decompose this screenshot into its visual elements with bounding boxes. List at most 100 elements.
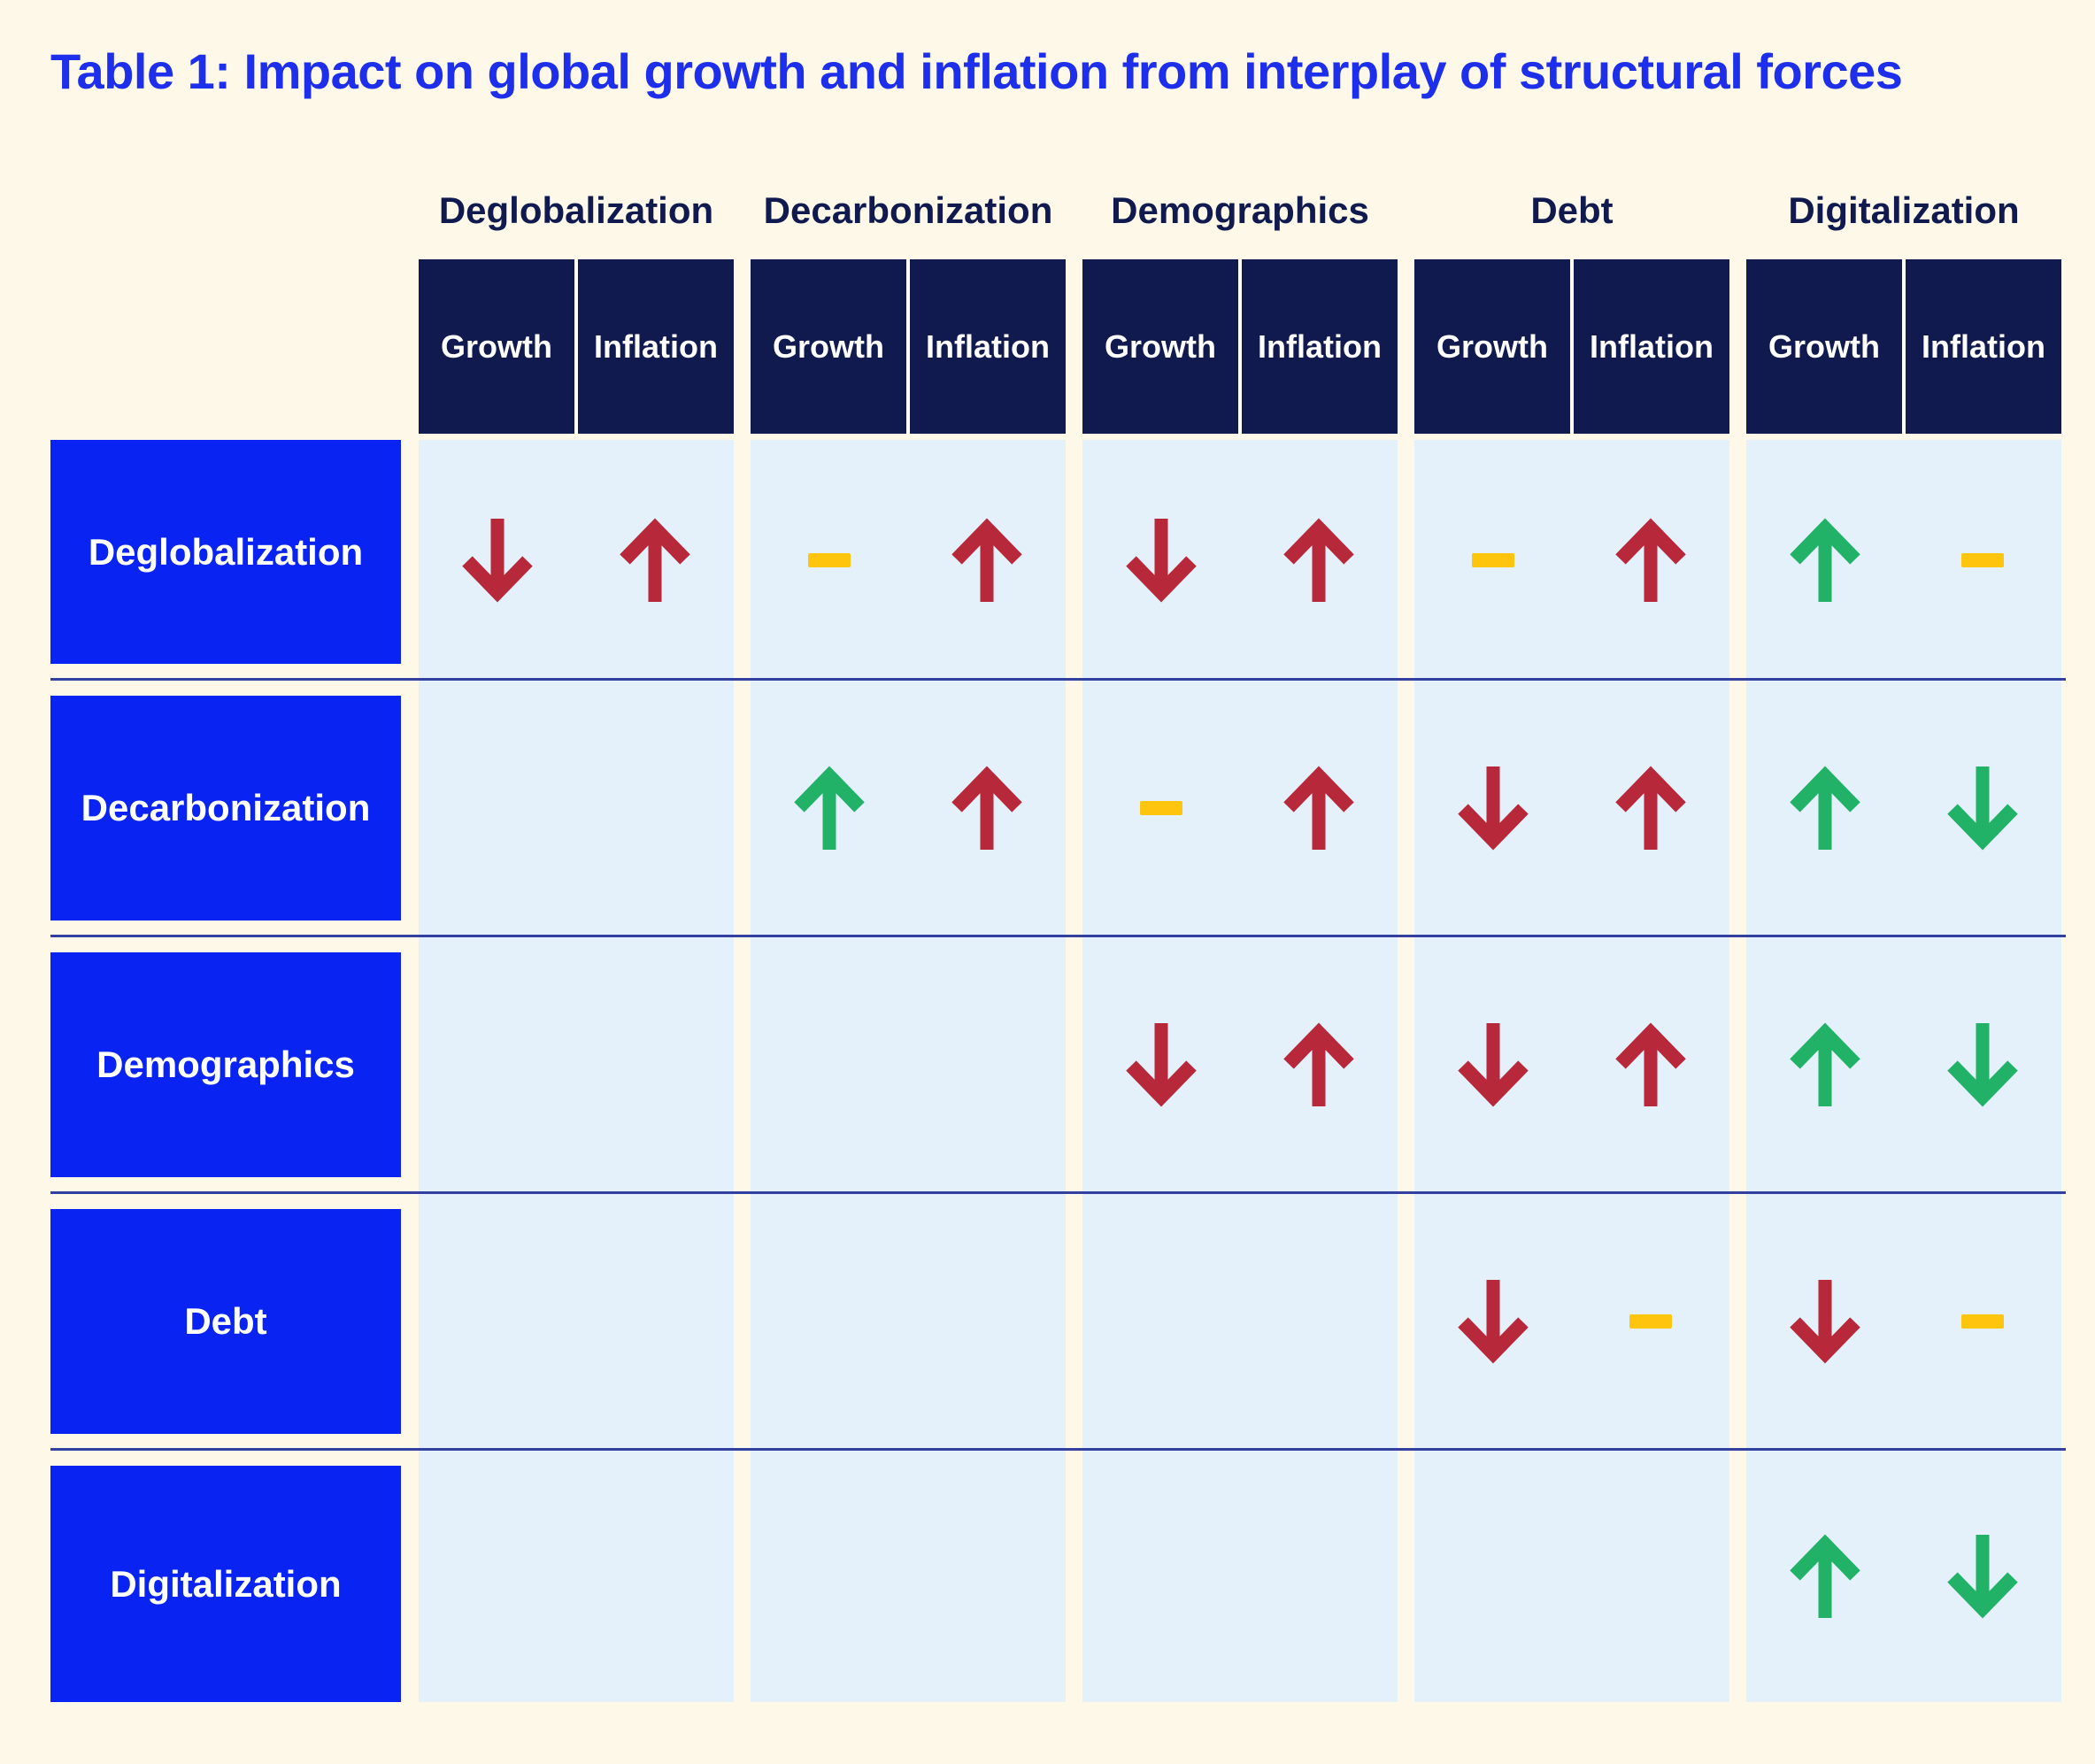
subheader-box-demographics: Growth Inflation [1082, 259, 1398, 434]
growth-cell [1082, 680, 1240, 936]
inflation-cell [908, 1193, 1066, 1450]
inflation-cell [908, 440, 1066, 680]
column-group-header-demographics: Demographics [1111, 189, 1369, 231]
inflation-cell [576, 1193, 734, 1450]
down-arrow-icon [1947, 766, 2018, 851]
neutral-dash-icon [1629, 1314, 1672, 1329]
column-group-header-digitalization: Digitalization [1788, 189, 2020, 231]
table-cell [1082, 936, 1398, 1193]
up-arrow-icon [1283, 518, 1354, 602]
subheader-box-debt: Growth Inflation [1414, 259, 1729, 434]
table-cell [1746, 440, 2061, 680]
down-arrow-icon [1458, 1023, 1529, 1107]
down-arrow-icon [1126, 1023, 1197, 1107]
table-cell [1414, 1193, 1729, 1450]
table-cell [751, 440, 1066, 680]
table-cell [419, 1193, 734, 1450]
column-group-header-debt: Debt [1530, 189, 1614, 231]
growth-cell [751, 936, 908, 1193]
inflation-cell [1240, 1450, 1398, 1702]
table-cell [751, 936, 1066, 1193]
growth-cell [751, 1193, 908, 1450]
inflation-cell [1240, 680, 1398, 936]
table-cell [1414, 1450, 1729, 1702]
growth-cell [1746, 936, 1904, 1193]
growth-cell [1746, 1450, 1904, 1702]
table-cell [1746, 1193, 2061, 1450]
table-cell [419, 680, 734, 936]
table-cell [1082, 680, 1398, 936]
column-band-digitalization [1746, 440, 2061, 1702]
inflation-cell [576, 1450, 734, 1702]
growth-cell [1082, 440, 1240, 680]
column-group-header-deglobalization: Deglobalization [438, 189, 714, 231]
subheader-box-digitalization: Growth Inflation [1746, 259, 2061, 434]
row-label-debt: Debt [50, 1209, 401, 1434]
neutral-dash-icon [1961, 552, 2004, 567]
down-arrow-icon [1947, 1023, 2018, 1107]
inflation-cell [1904, 1450, 2061, 1702]
growth-cell [419, 680, 576, 936]
row-separator [50, 935, 2066, 937]
inflation-subheader: Inflation [1258, 327, 1382, 365]
growth-subheader: Growth [1414, 259, 1574, 434]
table-cell [751, 680, 1066, 936]
growth-cell [1414, 440, 1572, 680]
table-cell [419, 1450, 734, 1702]
neutral-dash-icon [1961, 1314, 2004, 1329]
row-label-digitalization: Digitalization [50, 1466, 401, 1702]
down-arrow-icon [462, 518, 533, 602]
inflation-cell [1240, 936, 1398, 1193]
down-arrow-icon [1126, 518, 1197, 602]
up-arrow-icon [951, 518, 1022, 602]
table-cell [1082, 440, 1398, 680]
subheader-box-decarbonization: Growth Inflation [751, 259, 1066, 434]
up-arrow-icon [1790, 518, 1860, 602]
table-cell [751, 1450, 1066, 1702]
table-cell [1414, 440, 1729, 680]
up-arrow-icon [1283, 1022, 1354, 1106]
inflation-cell [1240, 1193, 1398, 1450]
inflation-subheader: Inflation [1922, 327, 2045, 365]
growth-cell [419, 1450, 576, 1702]
growth-cell [1082, 1193, 1240, 1450]
inflation-cell [1572, 1450, 1729, 1702]
column-band-decarbonization [751, 440, 1066, 1702]
inflation-cell [908, 936, 1066, 1193]
table-cell [1082, 1193, 1398, 1450]
neutral-dash-icon [1472, 552, 1514, 567]
subheader-box-deglobalization: Growth Inflation [419, 259, 734, 434]
inflation-cell [1904, 1193, 2061, 1450]
growth-cell [419, 440, 576, 680]
growth-cell [419, 1193, 576, 1450]
column-band-demographics [1082, 440, 1398, 1702]
growth-cell [751, 680, 908, 936]
growth-subheader: Growth [1082, 259, 1242, 434]
down-arrow-icon [1790, 1280, 1860, 1364]
growth-cell [1414, 1193, 1572, 1450]
down-arrow-icon [1458, 1280, 1529, 1364]
growth-cell [1082, 936, 1240, 1193]
inflation-cell [1572, 936, 1729, 1193]
up-arrow-icon [1790, 766, 1860, 850]
growth-cell [751, 1450, 908, 1702]
inflation-cell [1904, 680, 2061, 936]
up-arrow-icon [1790, 1022, 1860, 1106]
neutral-dash-icon [1140, 801, 1182, 815]
table-cell [1414, 680, 1729, 936]
row-separator [50, 1191, 2066, 1194]
up-arrow-icon [1615, 766, 1686, 850]
inflation-cell [576, 936, 734, 1193]
table-cell [419, 440, 734, 680]
table-cell [1746, 1450, 2061, 1702]
row-separator [50, 678, 2066, 681]
down-arrow-icon [1458, 766, 1529, 851]
row-label-decarbonization: Decarbonization [50, 696, 401, 921]
up-arrow-icon [1283, 766, 1354, 850]
inflation-cell [1240, 440, 1398, 680]
table-cell [1746, 680, 2061, 936]
inflation-subheader: Inflation [594, 327, 718, 365]
up-arrow-icon [1790, 1534, 1860, 1618]
up-arrow-icon [951, 766, 1022, 850]
growth-cell [1746, 440, 1904, 680]
